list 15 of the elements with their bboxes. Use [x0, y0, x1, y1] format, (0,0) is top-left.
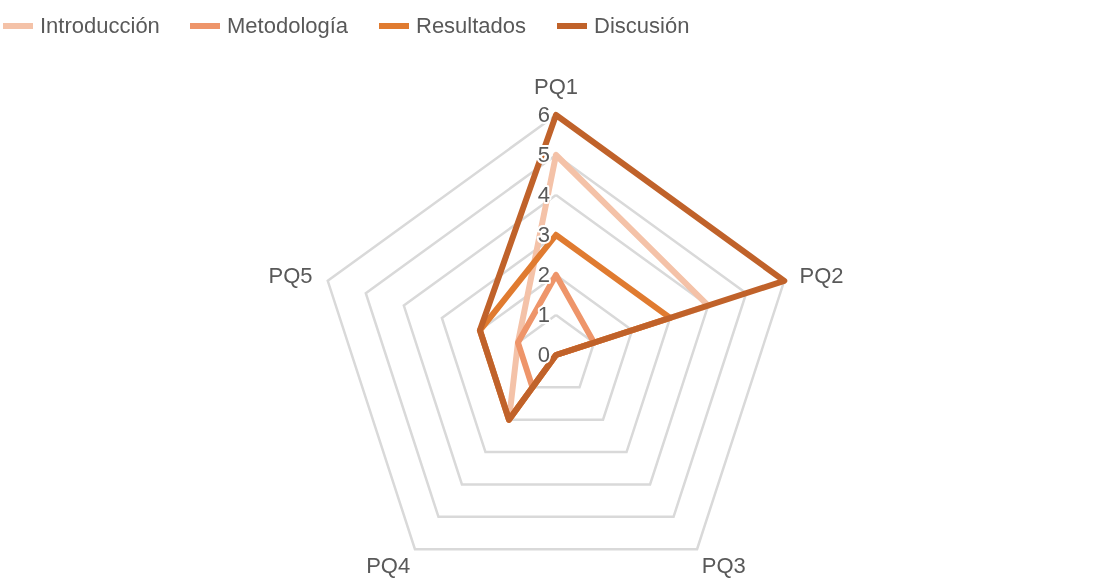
y-tick-label: 6: [537, 102, 550, 127]
spoke-label: PQ2: [799, 262, 844, 288]
y-tick-label: 1: [537, 302, 550, 327]
legend-label: Metodología: [227, 13, 349, 38]
y-tick-label: 0: [537, 342, 550, 367]
legend-label: Resultados: [416, 13, 527, 38]
y-tick-label: 4: [537, 182, 550, 207]
spoke-label: PQ1: [533, 74, 579, 99]
spoke-label: PQ4: [366, 552, 411, 578]
legend-label: Introducción: [40, 13, 160, 38]
spoke-label: PQ5: [268, 262, 313, 288]
legend-label: Discusión: [594, 13, 690, 38]
y-tick-label: 3: [537, 222, 550, 247]
spoke-label: PQ3: [701, 552, 746, 578]
y-tick-label: 2: [537, 262, 550, 287]
